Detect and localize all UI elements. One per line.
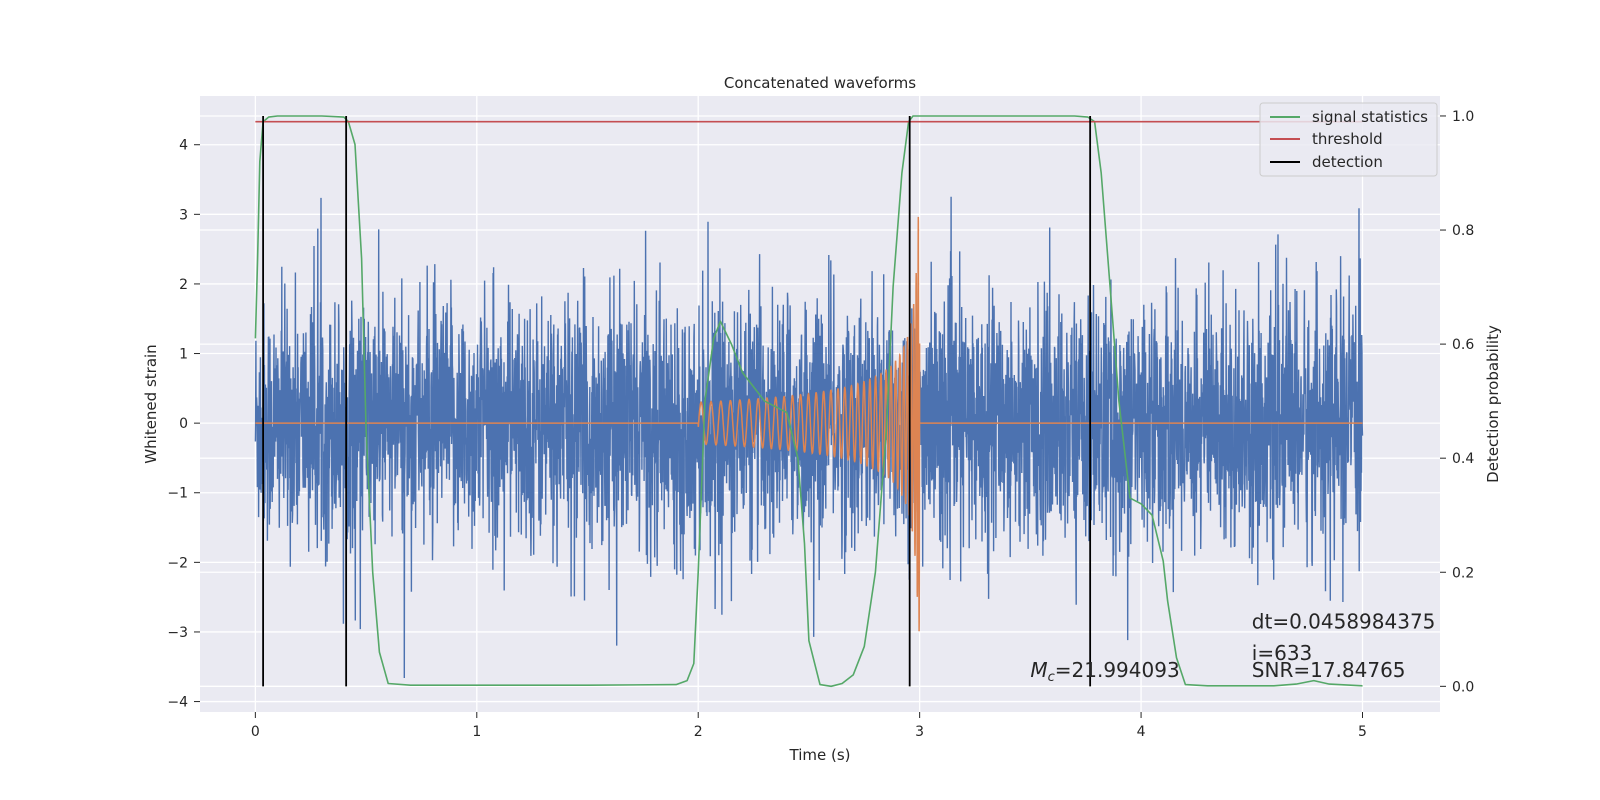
x-tick-label: 1 [472,724,481,740]
annotation-value: =21.994093 [1055,658,1180,682]
y-axis-label: Whitened strain [142,344,160,463]
legend-box [1259,102,1438,177]
annotation-i: i=633 [1252,641,1313,665]
y-right-tick-label: 0.4 [1452,451,1474,467]
x-tick-label: 0 [251,724,260,740]
y-right-tick-label: 0.6 [1452,337,1474,353]
y-tick-label: −4 [167,695,188,711]
y-right-tick-label: 1.0 [1452,109,1474,125]
x-tick-label: 3 [915,724,924,740]
legend-label-detection: detection [1312,153,1383,171]
strain-series-line [254,196,1364,679]
y-right-tick-label: 0.2 [1452,565,1474,581]
y-tick-label: 0 [179,416,188,432]
template-series-line [255,216,1363,632]
annotation-mc: Mc=21.994093 [1030,658,1179,685]
x-axis-label: Time (s) [789,746,851,764]
y-tick-label: 4 [179,138,188,154]
y-tick-label: 1 [179,347,188,363]
annotation-layer: Mc=21.994093 dt=0.0458984375 i=633SNR=17.… [1030,609,1435,685]
y-tick-label: −2 [167,555,188,571]
series-layer [254,115,1364,688]
x-tick-label: 5 [1358,724,1367,740]
y-tick-label: −1 [167,486,188,502]
annotation-dt: dt=0.0458984375 [1252,609,1436,633]
y-right-tick-label: 0.0 [1452,679,1474,695]
legend-label-signal-statistics: signal statistics [1312,108,1428,126]
annotation-snr: SNR=17.84765 [1252,658,1406,682]
legend-label-threshold: threshold [1312,130,1383,148]
annotation-symbol: M [1030,658,1047,682]
y-tick-label: 2 [179,277,188,293]
legend: signal statistics threshold detection [1259,102,1438,177]
signal-statistics-line [254,115,1363,688]
annotation-subscript: c [1048,670,1055,685]
y-right-tick-label: 0.8 [1452,223,1474,239]
x-tick-label: 4 [1137,724,1146,740]
axis-layer: 0 1 2 3 4 5 −4 −3 −2 −1 0 1 2 3 4 0.0 0.2 0.4 0.6 0.8 1.0 [167,109,1474,740]
y-tick-label: 3 [179,207,188,223]
chart-title: Concatenated waveforms [724,74,916,92]
x-tick-label: 2 [694,724,703,740]
y-tick-label: −3 [167,625,188,641]
y-right-axis-label: Detection probability [1484,325,1502,483]
